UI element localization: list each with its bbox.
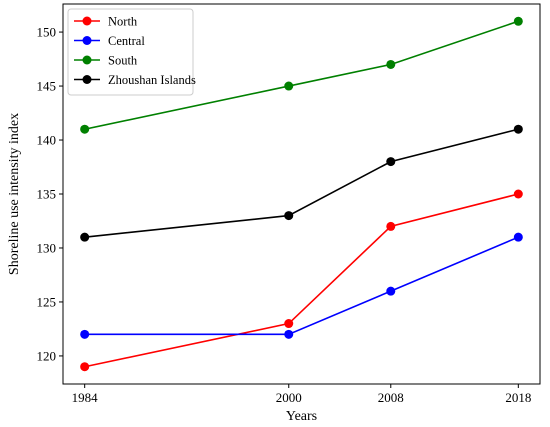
data-point [386, 59, 396, 69]
legend-label: Central [108, 34, 145, 48]
legend-swatch-marker [82, 16, 92, 26]
y-tick-label: 130 [37, 240, 57, 255]
x-axis-label: Years [286, 409, 317, 424]
data-point [386, 221, 396, 231]
y-tick-label: 125 [37, 294, 57, 309]
data-point [80, 329, 90, 339]
data-point [80, 124, 90, 134]
data-point [284, 319, 294, 329]
legend-label: Zhoushan Islands [108, 73, 196, 87]
y-axis-label: Shoreline use intensity index [7, 113, 22, 275]
series-line-0 [84, 193, 519, 368]
x-tick-label: 2000 [276, 390, 302, 405]
data-point [284, 329, 294, 339]
x-tick-label: 2018 [505, 390, 531, 405]
legend-swatch-marker [82, 55, 92, 65]
data-point [80, 362, 90, 372]
y-tick-label: 120 [37, 348, 57, 363]
data-point [386, 157, 396, 167]
data-point [80, 232, 90, 242]
legend: North Central South Zhoushan Islands [67, 8, 196, 96]
series-line-3 [84, 128, 519, 238]
y-axis: 120 125 130 135 140 145 150 [37, 25, 63, 363]
y-tick-label: 140 [37, 133, 57, 148]
data-point [513, 16, 523, 26]
y-tick-label: 150 [37, 25, 57, 40]
legend-box [67, 8, 194, 96]
data-point [284, 211, 294, 221]
data-point [513, 124, 523, 134]
legend-label: South [108, 54, 138, 68]
legend-label: North [108, 15, 138, 29]
data-point [284, 81, 294, 91]
legend-swatch-marker [82, 75, 92, 84]
data-point [513, 189, 523, 199]
data-point [513, 232, 523, 242]
series-line-1 [84, 236, 519, 336]
x-tick-label: 1984 [72, 390, 99, 405]
legend-swatch-marker [82, 36, 92, 45]
x-tick-label: 2008 [378, 390, 404, 405]
data-point [386, 286, 396, 296]
y-tick-label: 145 [37, 79, 57, 94]
x-axis: 1984 2000 2008 2018 [72, 384, 531, 405]
y-tick-label: 135 [37, 187, 57, 202]
series-line-2 [84, 20, 519, 131]
plot-area [80, 16, 523, 372]
